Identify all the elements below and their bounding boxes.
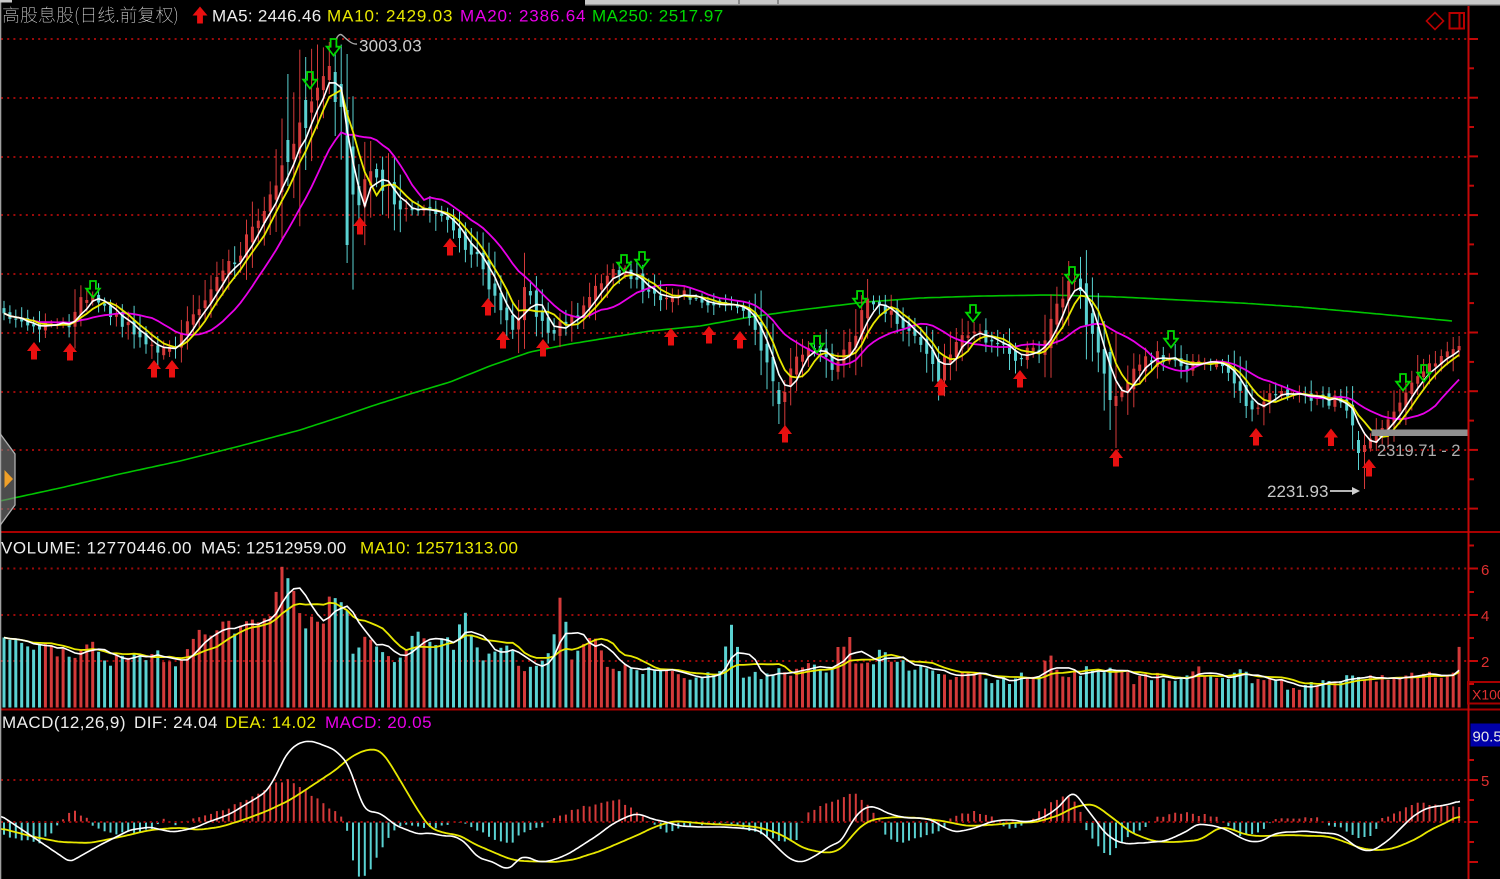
svg-text:MA20: 2386.64: MA20: 2386.64 <box>460 7 586 26</box>
svg-text:2231.93: 2231.93 <box>1267 482 1328 501</box>
svg-text:MA250: 2517.97: MA250: 2517.97 <box>592 7 724 26</box>
svg-text:VOLUME: 12770446.00: VOLUME: 12770446.00 <box>1 539 192 558</box>
svg-text:2: 2 <box>1481 654 1489 671</box>
svg-text:6: 6 <box>1481 562 1489 579</box>
svg-text:MACD(12,26,9): MACD(12,26,9) <box>2 713 126 732</box>
svg-text:MA5: 2446.46: MA5: 2446.46 <box>212 7 321 26</box>
svg-text:MACD: 20.05: MACD: 20.05 <box>325 713 432 732</box>
svg-text:90.5: 90.5 <box>1473 729 1500 746</box>
svg-text:MA10: 12571313.00: MA10: 12571313.00 <box>360 539 518 558</box>
svg-text:2319.71 - 2: 2319.71 - 2 <box>1377 442 1460 460</box>
svg-text:X100: X100 <box>1472 687 1500 703</box>
svg-text:3003.03: 3003.03 <box>359 37 422 56</box>
svg-text:5: 5 <box>1481 773 1489 790</box>
svg-text:MA5: 12512959.00: MA5: 12512959.00 <box>201 539 346 558</box>
svg-text:DEA: 14.02: DEA: 14.02 <box>225 713 316 732</box>
svg-text:MA10: 2429.03: MA10: 2429.03 <box>327 7 453 26</box>
svg-text:4: 4 <box>1481 608 1489 625</box>
svg-text:DIF: 24.04: DIF: 24.04 <box>134 713 218 732</box>
